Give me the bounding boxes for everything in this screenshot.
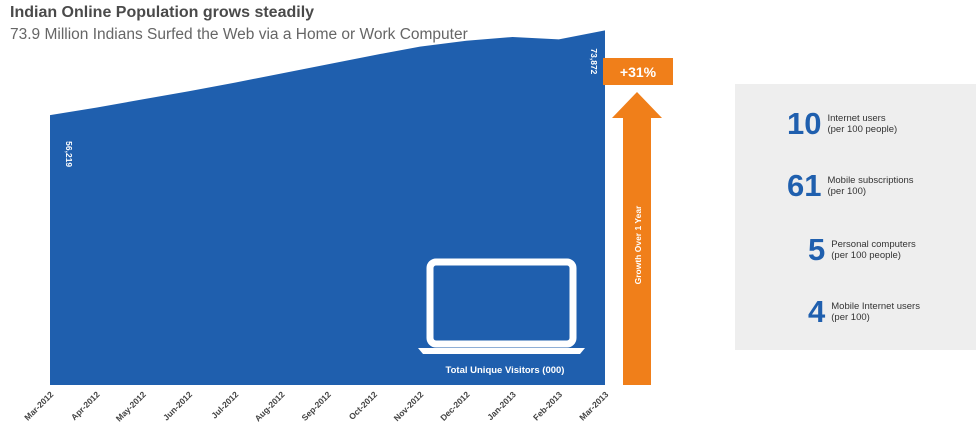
stat-label: Mobile Internet users (per 100) — [831, 301, 920, 323]
stat-personal-computers: 5 Personal computers (per 100 people) — [808, 234, 916, 265]
x-tick-label: Nov-2012 — [392, 389, 426, 423]
x-tick-label: Jul-2012 — [209, 389, 240, 420]
stat-internet-users: 10 Internet users (per 100 people) — [787, 108, 897, 139]
chart-title: Indian Online Population grows steadily — [10, 4, 315, 21]
x-tick-label: May-2012 — [114, 389, 148, 423]
x-tick-label: Feb-2013 — [531, 389, 564, 422]
growth-arrow-label: Growth Over 1 Year — [633, 205, 643, 284]
stat-value: 4 — [808, 294, 826, 329]
stat-mobile-subscriptions: 61 Mobile subscriptions (per 100) — [787, 170, 914, 201]
x-tick-label: Aug-2012 — [253, 389, 287, 423]
data-label-last: 73,872 — [589, 48, 599, 74]
x-tick-label: Jan-2013 — [485, 389, 518, 422]
laptop-icon — [418, 258, 585, 354]
stat-label: Internet users (per 100 people) — [827, 113, 898, 135]
x-tick-label: Mar-2013 — [577, 389, 610, 422]
x-tick-label: Mar-2012 — [22, 389, 55, 422]
area-chart: 56,219 73,872 Total Unique Visitors (000… — [22, 30, 673, 423]
stat-value: 10 — [787, 106, 822, 141]
series-label: Total Unique Visitors (000) — [446, 365, 565, 376]
x-tick-label: Sep-2012 — [299, 389, 333, 423]
chart-subtitle: 73.9 Million Indians Surfed the Web via … — [10, 26, 468, 43]
stats-panel: 10 Internet users (per 100 people) 61 Mob… — [735, 84, 976, 350]
stat-label: Mobile subscriptions (per 100) — [827, 175, 914, 197]
stat-label: Personal computers (per 100 people) — [831, 239, 916, 261]
x-tick-label: Apr-2012 — [69, 389, 102, 422]
x-tick-label: Jun-2012 — [161, 389, 194, 422]
data-label-first: 56,219 — [64, 141, 74, 167]
x-axis-ticks: Mar-2012 Apr-2012 May-2012 Jun-2012 Jul-2012… — [22, 389, 610, 423]
x-tick-label: Dec-2012 — [438, 389, 472, 423]
x-tick-label: Oct-2012 — [347, 389, 380, 422]
stat-value: 61 — [787, 168, 822, 203]
growth-badge — [603, 58, 673, 85]
stat-value: 5 — [808, 232, 826, 267]
growth-arrow-icon — [612, 92, 662, 385]
growth-badge-text: +31% — [620, 64, 657, 80]
visitors-area — [50, 30, 605, 386]
stat-mobile-internet-users: 4 Mobile Internet users (per 100) — [808, 296, 920, 327]
